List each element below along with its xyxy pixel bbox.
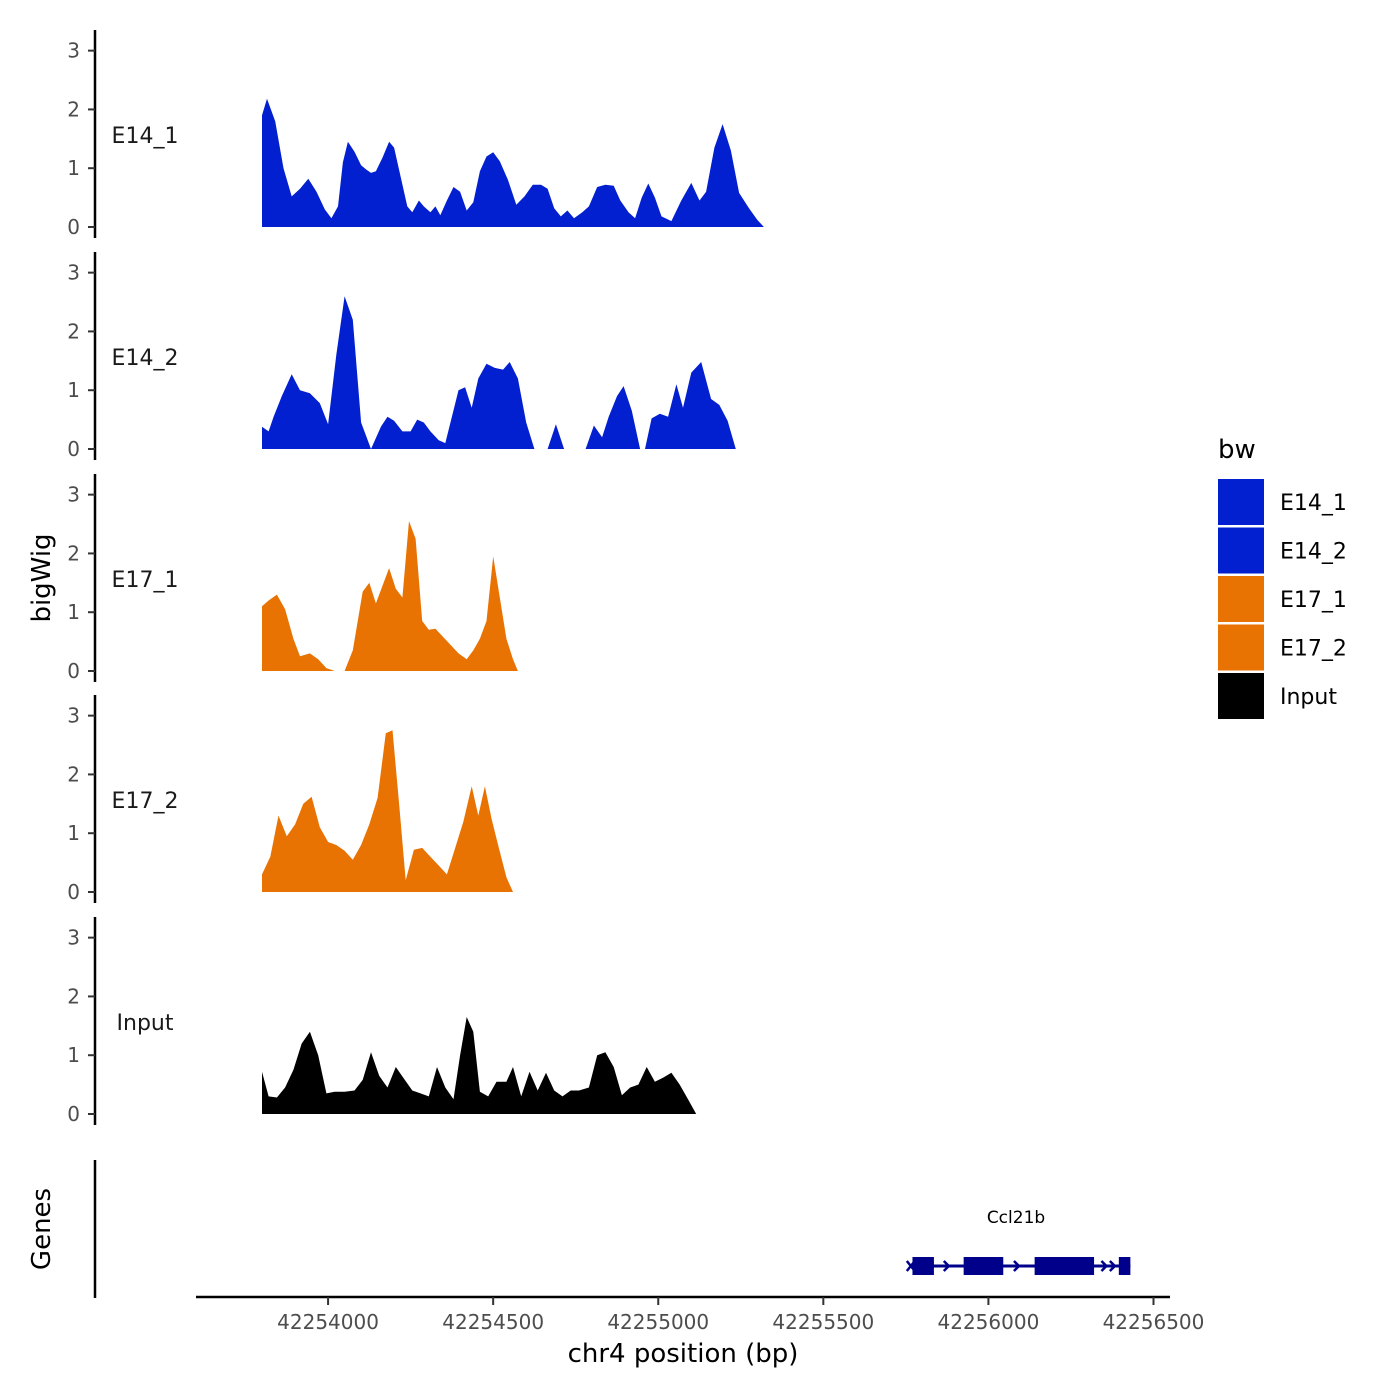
genes-panel <box>93 1160 1131 1298</box>
coverage-area-Input <box>262 1017 697 1114</box>
track-E14_1: 0 1 2 3 E14_1 <box>67 30 764 239</box>
coverage-area-E17_1 <box>262 521 518 671</box>
legend-label-E17_1: E17_1 <box>1280 588 1347 613</box>
legend: E14_1 E14_2 E17_1 E17_2 Input <box>1218 479 1347 719</box>
track-Input: 0 1 2 3 Input <box>67 917 697 1126</box>
y-tick-label-E17_1: 2 <box>67 541 80 565</box>
gene-strand-arrow <box>1108 1260 1117 1272</box>
gene-exon <box>912 1257 934 1275</box>
legend-title: bw <box>1218 435 1256 465</box>
x-tick-label: 42254000 <box>277 1310 379 1334</box>
y-tick-label-E14_1: 0 <box>67 215 80 239</box>
y-tick-label-Input: 0 <box>67 1102 80 1126</box>
y-tick-label-E17_2: 0 <box>67 880 80 904</box>
track-E17_1: 0 1 2 3 E17_1 <box>67 474 518 683</box>
y-tick-label-E17_2: 3 <box>67 704 80 728</box>
gene-label: Ccl21b <box>987 1208 1045 1228</box>
genes-panel-label: Genes <box>27 1188 57 1270</box>
gene-strand-arrow <box>1100 1260 1109 1272</box>
gene-strand-arrow <box>942 1260 951 1272</box>
coverage-area-E14_1 <box>262 98 764 227</box>
y-tick-label-E14_1: 2 <box>67 97 80 121</box>
x-tick-label: 42256000 <box>938 1310 1040 1334</box>
y-tick-label-E17_2: 1 <box>67 821 80 845</box>
x-tick-label: 42255500 <box>772 1310 874 1334</box>
legend-key-Input <box>1218 673 1264 719</box>
y-tick-label-E17_1: 1 <box>67 600 80 624</box>
x-axis: 42254000 42254500 42255000 42255500 42256000… <box>196 1295 1205 1334</box>
y-tick-label-E14_2: 0 <box>67 437 80 461</box>
track-E14_2: 0 1 2 3 E14_2 <box>67 252 736 461</box>
y-tick-label-E14_2: 1 <box>67 378 80 402</box>
y-tick-label-Input: 3 <box>67 926 80 950</box>
legend-key-E14_1 <box>1218 479 1264 525</box>
y-tick-label-Input: 1 <box>67 1043 80 1067</box>
x-tick-label: 42254500 <box>442 1310 544 1334</box>
gene-exon <box>963 1257 1004 1275</box>
legend-label-E14_2: E14_2 <box>1280 540 1347 565</box>
x-tick-label: 42256500 <box>1103 1310 1205 1334</box>
legend-key-E17_2 <box>1218 624 1264 671</box>
y-tick-label-E14_1: 1 <box>67 156 80 180</box>
gene-exon <box>1034 1257 1095 1275</box>
legend-key-E14_2 <box>1218 527 1264 574</box>
y-axis-title: bigWig <box>27 533 57 622</box>
x-axis-title: chr4 position (bp) <box>568 1339 799 1369</box>
legend-label-Input: Input <box>1280 685 1337 710</box>
coverage-tracks: 0 1 2 3 E14_1 0 1 2 3 E14_2 0 1 2 3 E17_1 0 1 2 3 E17_2 0 1 2 3… <box>67 30 764 1126</box>
y-tick-label-Input: 2 <box>67 984 80 1008</box>
gene-strand-arrow <box>1013 1260 1021 1272</box>
coverage-area-E14_2 <box>262 296 736 449</box>
track-label-Input: Input <box>117 1011 174 1036</box>
legend-label-E14_1: E14_1 <box>1280 491 1347 516</box>
legend-key-E17_1 <box>1218 576 1264 622</box>
track-label-E17_2: E17_2 <box>112 789 179 814</box>
legend-label-E17_2: E17_2 <box>1280 637 1347 662</box>
y-tick-label-E14_2: 3 <box>67 261 80 285</box>
track-E17_2: 0 1 2 3 E17_2 <box>67 695 513 904</box>
track-label-E14_2: E14_2 <box>112 346 179 371</box>
y-tick-label-E17_1: 0 <box>67 659 80 683</box>
track-label-E17_1: E17_1 <box>112 568 179 593</box>
y-tick-label-E17_1: 3 <box>67 483 80 507</box>
y-tick-label-E14_1: 3 <box>67 39 80 63</box>
y-tick-label-E17_2: 2 <box>67 762 80 786</box>
coverage-area-E17_2 <box>262 730 513 892</box>
gene-exon <box>1118 1257 1131 1275</box>
track-label-E14_1: E14_1 <box>112 124 179 149</box>
y-tick-label-E14_2: 2 <box>67 319 80 343</box>
x-tick-label: 42255000 <box>607 1310 709 1334</box>
